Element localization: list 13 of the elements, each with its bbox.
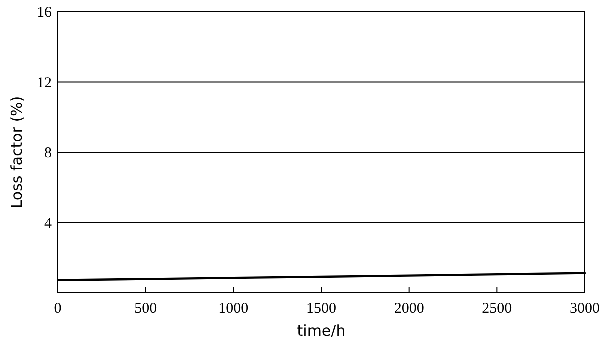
y-axis-title: Loss factor (%) bbox=[8, 96, 26, 209]
y-tick-label: 12 bbox=[37, 75, 52, 92]
x-tick-label: 1500 bbox=[306, 301, 336, 317]
y-tick-label: 8 bbox=[44, 146, 52, 162]
x-tick-label: 2500 bbox=[482, 301, 512, 317]
x-tick-label: 0 bbox=[54, 301, 62, 317]
x-tick-label: 3000 bbox=[570, 301, 600, 317]
y-tick-label: 16 bbox=[37, 5, 52, 21]
x-tick-label: 1000 bbox=[218, 301, 249, 317]
x-tick-label: 500 bbox=[134, 301, 158, 317]
y-tick-label: 4 bbox=[44, 216, 52, 232]
x-tick-label: 2000 bbox=[394, 301, 424, 317]
x-axis-title: time/h bbox=[297, 322, 346, 340]
